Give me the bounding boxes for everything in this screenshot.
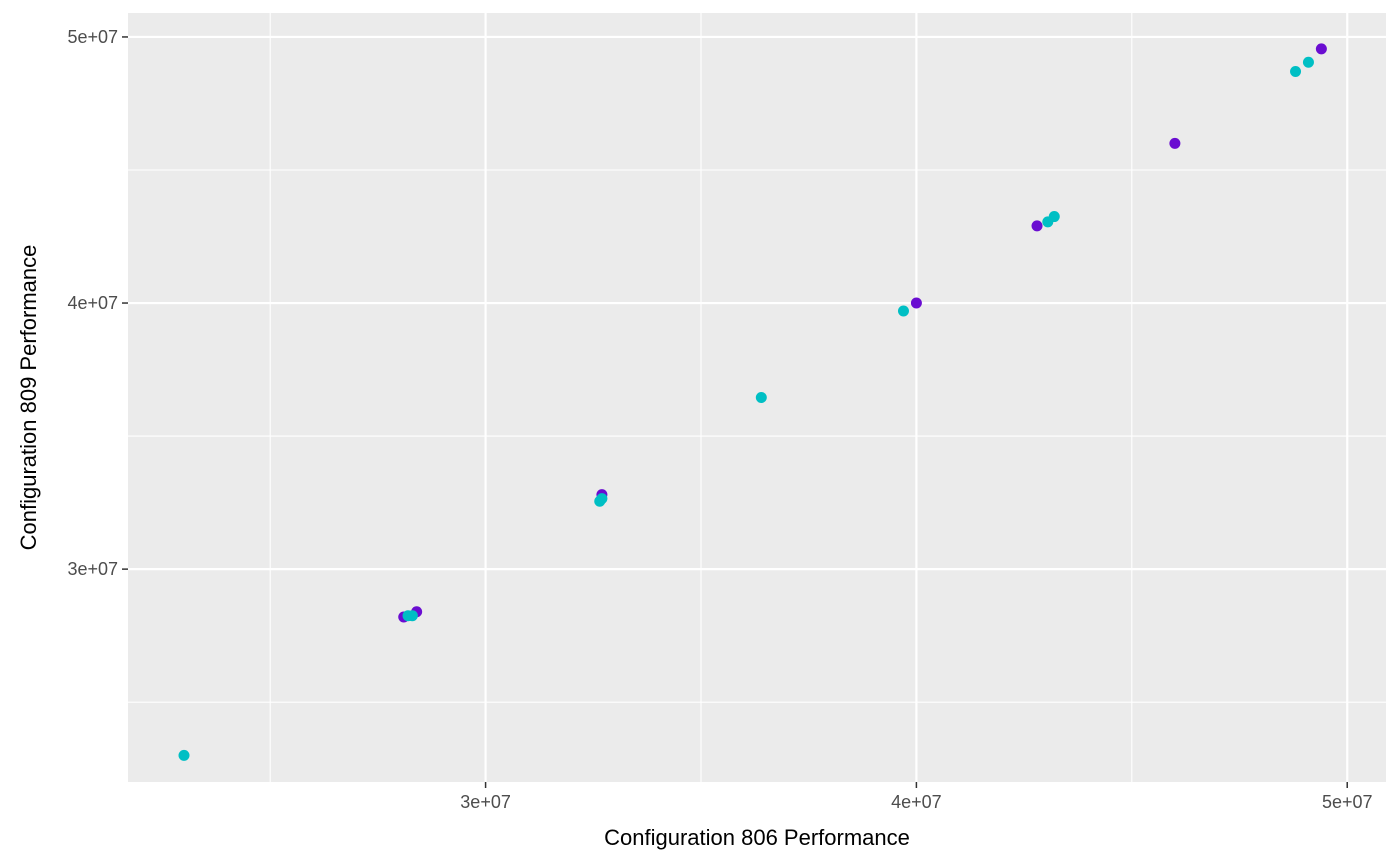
data-points [178,43,1327,761]
y-tick-label: 3e+07 [67,559,118,579]
x-tick-label: 3e+07 [460,792,511,812]
x-tick-label: 4e+07 [891,792,942,812]
axis-ticks [122,36,1348,788]
x-tick-label: 5e+07 [1322,792,1373,812]
data-point [406,610,418,622]
major-gridlines [128,13,1386,782]
y-tick-label: 5e+07 [67,27,118,47]
y-axis-title: Configuration 809 Performance [16,245,41,551]
y-axis-tick-labels: 3e+07 4e+07 5e+07 [67,27,118,579]
data-point [1048,211,1060,223]
y-tick-label: 4e+07 [67,293,118,313]
data-point [910,297,922,309]
data-point [755,392,767,403]
data-point [1302,56,1314,68]
data-point [178,749,190,761]
data-point [596,493,608,505]
data-point [1290,66,1302,78]
x-axis-title: Configuration 806 Performance [604,825,910,850]
data-point [1315,43,1327,55]
data-point [897,305,909,317]
data-point [1169,137,1181,149]
minor-gridlines [128,13,1386,782]
data-point [1031,220,1043,232]
x-axis-tick-labels: 3e+07 4e+07 5e+07 [460,792,1372,812]
